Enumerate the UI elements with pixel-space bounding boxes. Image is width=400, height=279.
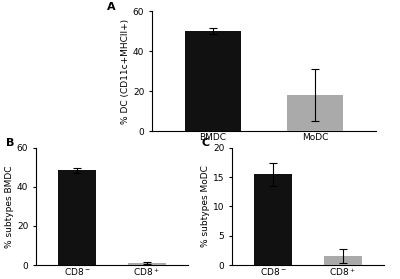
Bar <box>58 170 96 265</box>
Y-axis label: % subtypes MoDC: % subtypes MoDC <box>201 165 210 247</box>
Text: A: A <box>107 2 116 11</box>
Bar <box>324 256 362 265</box>
Bar <box>128 263 166 265</box>
Bar <box>254 174 292 265</box>
Bar <box>185 31 241 131</box>
Bar <box>287 95 343 131</box>
Text: C: C <box>202 138 210 148</box>
Y-axis label: % subtypes BMDC: % subtypes BMDC <box>5 165 14 248</box>
Text: B: B <box>6 138 14 148</box>
Y-axis label: % DC (CD11c+MHCII+): % DC (CD11c+MHCII+) <box>121 19 130 124</box>
